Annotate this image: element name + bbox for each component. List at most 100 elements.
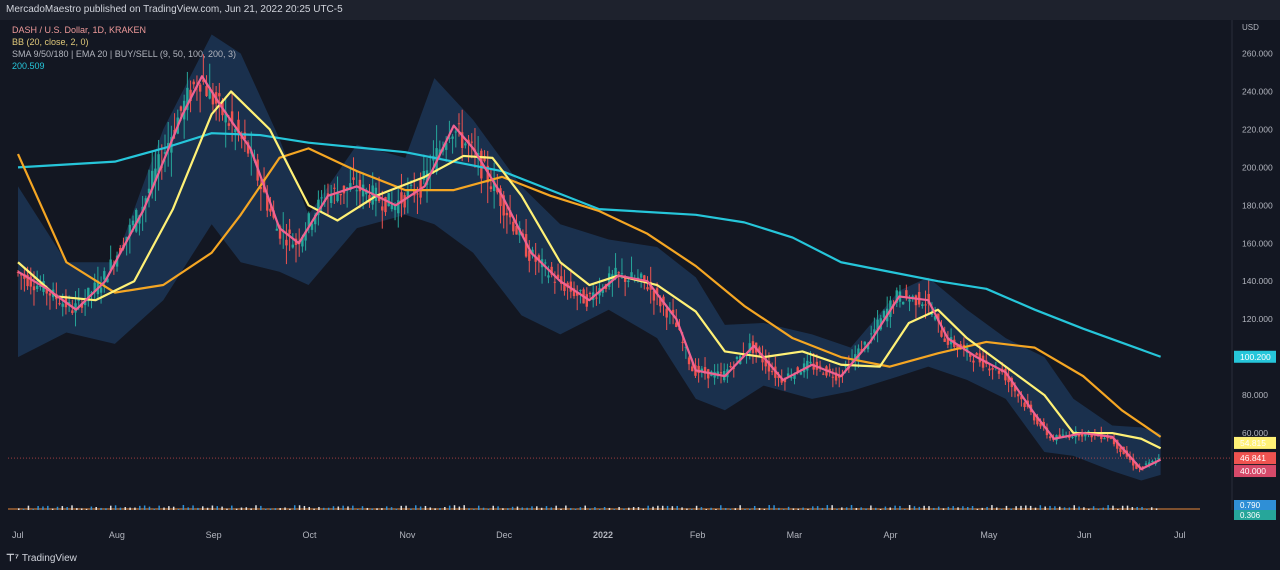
volume-bar bbox=[1126, 505, 1129, 510]
volume-bar bbox=[971, 505, 974, 510]
volume-bar bbox=[555, 505, 557, 510]
volume-bar bbox=[197, 507, 199, 510]
candle-body bbox=[288, 229, 291, 234]
candle-body bbox=[585, 294, 588, 307]
volume-bar bbox=[569, 508, 572, 510]
candle-body bbox=[927, 293, 930, 304]
candle-body bbox=[991, 368, 994, 370]
candle-body bbox=[230, 111, 234, 124]
volume-bar bbox=[879, 508, 882, 510]
candle-body bbox=[764, 358, 767, 367]
candle-body bbox=[671, 309, 675, 314]
volume-bar bbox=[744, 508, 746, 510]
volume-bar bbox=[51, 508, 54, 510]
volume-bar bbox=[85, 508, 88, 510]
volume-bar bbox=[342, 505, 344, 510]
tradingview-logo[interactable]: ⊤⁷ TradingView bbox=[6, 553, 77, 564]
candle-body bbox=[560, 276, 563, 284]
candle-body bbox=[349, 183, 352, 191]
volume-bar bbox=[211, 505, 214, 510]
volume-bar bbox=[695, 505, 698, 510]
chart-area[interactable]: USD 260.000 240.000 220.000 200.000 180.000 16… bbox=[0, 20, 1280, 550]
volume-bar bbox=[27, 505, 30, 510]
volume-bar bbox=[521, 507, 524, 510]
candle-body bbox=[1148, 462, 1151, 466]
volume-bar bbox=[739, 505, 741, 510]
x-tick-label: Apr bbox=[884, 530, 898, 540]
candle-body bbox=[1144, 463, 1148, 465]
candle-body bbox=[767, 360, 771, 372]
volume-bar bbox=[284, 507, 286, 510]
candle-body bbox=[135, 209, 138, 232]
candle-body bbox=[224, 111, 227, 123]
y-tick-label: 140.000 bbox=[1242, 276, 1273, 286]
volume-bar bbox=[1054, 506, 1056, 510]
candle-body bbox=[684, 346, 688, 348]
volume-bar bbox=[850, 505, 853, 510]
volume-bar bbox=[710, 507, 712, 510]
volume-bar bbox=[37, 505, 39, 510]
candle-body bbox=[882, 310, 886, 318]
candle-body bbox=[691, 366, 694, 372]
candle-body bbox=[988, 368, 991, 371]
volume-bar bbox=[356, 508, 359, 510]
volume-bar bbox=[1034, 507, 1037, 510]
candle-body bbox=[1071, 436, 1074, 438]
candle-body bbox=[192, 81, 195, 85]
candle-body bbox=[198, 84, 202, 92]
volume-bar bbox=[802, 507, 804, 510]
publish-text: MercadoMaestro published on TradingView.… bbox=[6, 4, 343, 15]
candle-body bbox=[1058, 434, 1061, 438]
volume-bar bbox=[560, 508, 562, 510]
candle-body bbox=[937, 313, 940, 322]
volume-bar bbox=[1117, 508, 1119, 510]
volume-bar bbox=[1039, 505, 1042, 510]
candle-body bbox=[627, 280, 630, 282]
volume-bar bbox=[66, 507, 68, 510]
volume-bar bbox=[473, 508, 475, 510]
candle-body bbox=[537, 255, 541, 261]
candle-body bbox=[275, 228, 279, 231]
volume-bar bbox=[758, 508, 761, 510]
candle-body bbox=[189, 89, 192, 102]
volume-bar bbox=[768, 505, 770, 510]
volume-bar bbox=[565, 505, 567, 510]
candle-body bbox=[266, 195, 269, 211]
candle-body bbox=[157, 154, 160, 173]
candle-body bbox=[460, 132, 464, 148]
y-tick-label: 220.000 bbox=[1242, 124, 1273, 134]
volume-bar bbox=[797, 508, 800, 510]
y-tick-label: 260.000 bbox=[1242, 48, 1273, 58]
candle-body bbox=[179, 106, 183, 111]
price-chart[interactable]: USD 260.000 240.000 220.000 200.000 180.000 16… bbox=[0, 20, 1280, 550]
candle-body bbox=[783, 379, 787, 383]
candle-body bbox=[997, 370, 1001, 374]
candle-body bbox=[569, 281, 573, 292]
candle-body bbox=[329, 193, 333, 204]
candle-body bbox=[553, 281, 557, 283]
volume-bar bbox=[874, 507, 877, 510]
x-tick-label: Oct bbox=[303, 530, 318, 540]
x-tick-label: May bbox=[980, 530, 998, 540]
volume-bar bbox=[511, 506, 514, 510]
candle-body bbox=[1013, 385, 1017, 392]
volume-bar bbox=[676, 505, 678, 510]
candle-body bbox=[87, 287, 90, 302]
candle-body bbox=[655, 288, 659, 294]
candle-body bbox=[1061, 434, 1065, 436]
tag-sma200-bg bbox=[1234, 350, 1276, 363]
candle-body bbox=[1135, 464, 1138, 469]
y-tick-label: 80.000 bbox=[1242, 390, 1268, 400]
x-tick-label: Nov bbox=[399, 530, 416, 540]
volume-bar bbox=[71, 505, 73, 510]
volume-bar bbox=[453, 505, 456, 510]
candle-body bbox=[19, 274, 23, 276]
candle-body bbox=[809, 361, 812, 364]
volume-bar bbox=[821, 507, 824, 510]
volume-bar bbox=[129, 507, 131, 510]
candle-body bbox=[1004, 368, 1007, 381]
volume-bar bbox=[884, 506, 887, 510]
candle-body bbox=[630, 272, 633, 278]
tag-last-bg bbox=[1234, 452, 1276, 465]
volume-bar bbox=[1063, 507, 1066, 510]
